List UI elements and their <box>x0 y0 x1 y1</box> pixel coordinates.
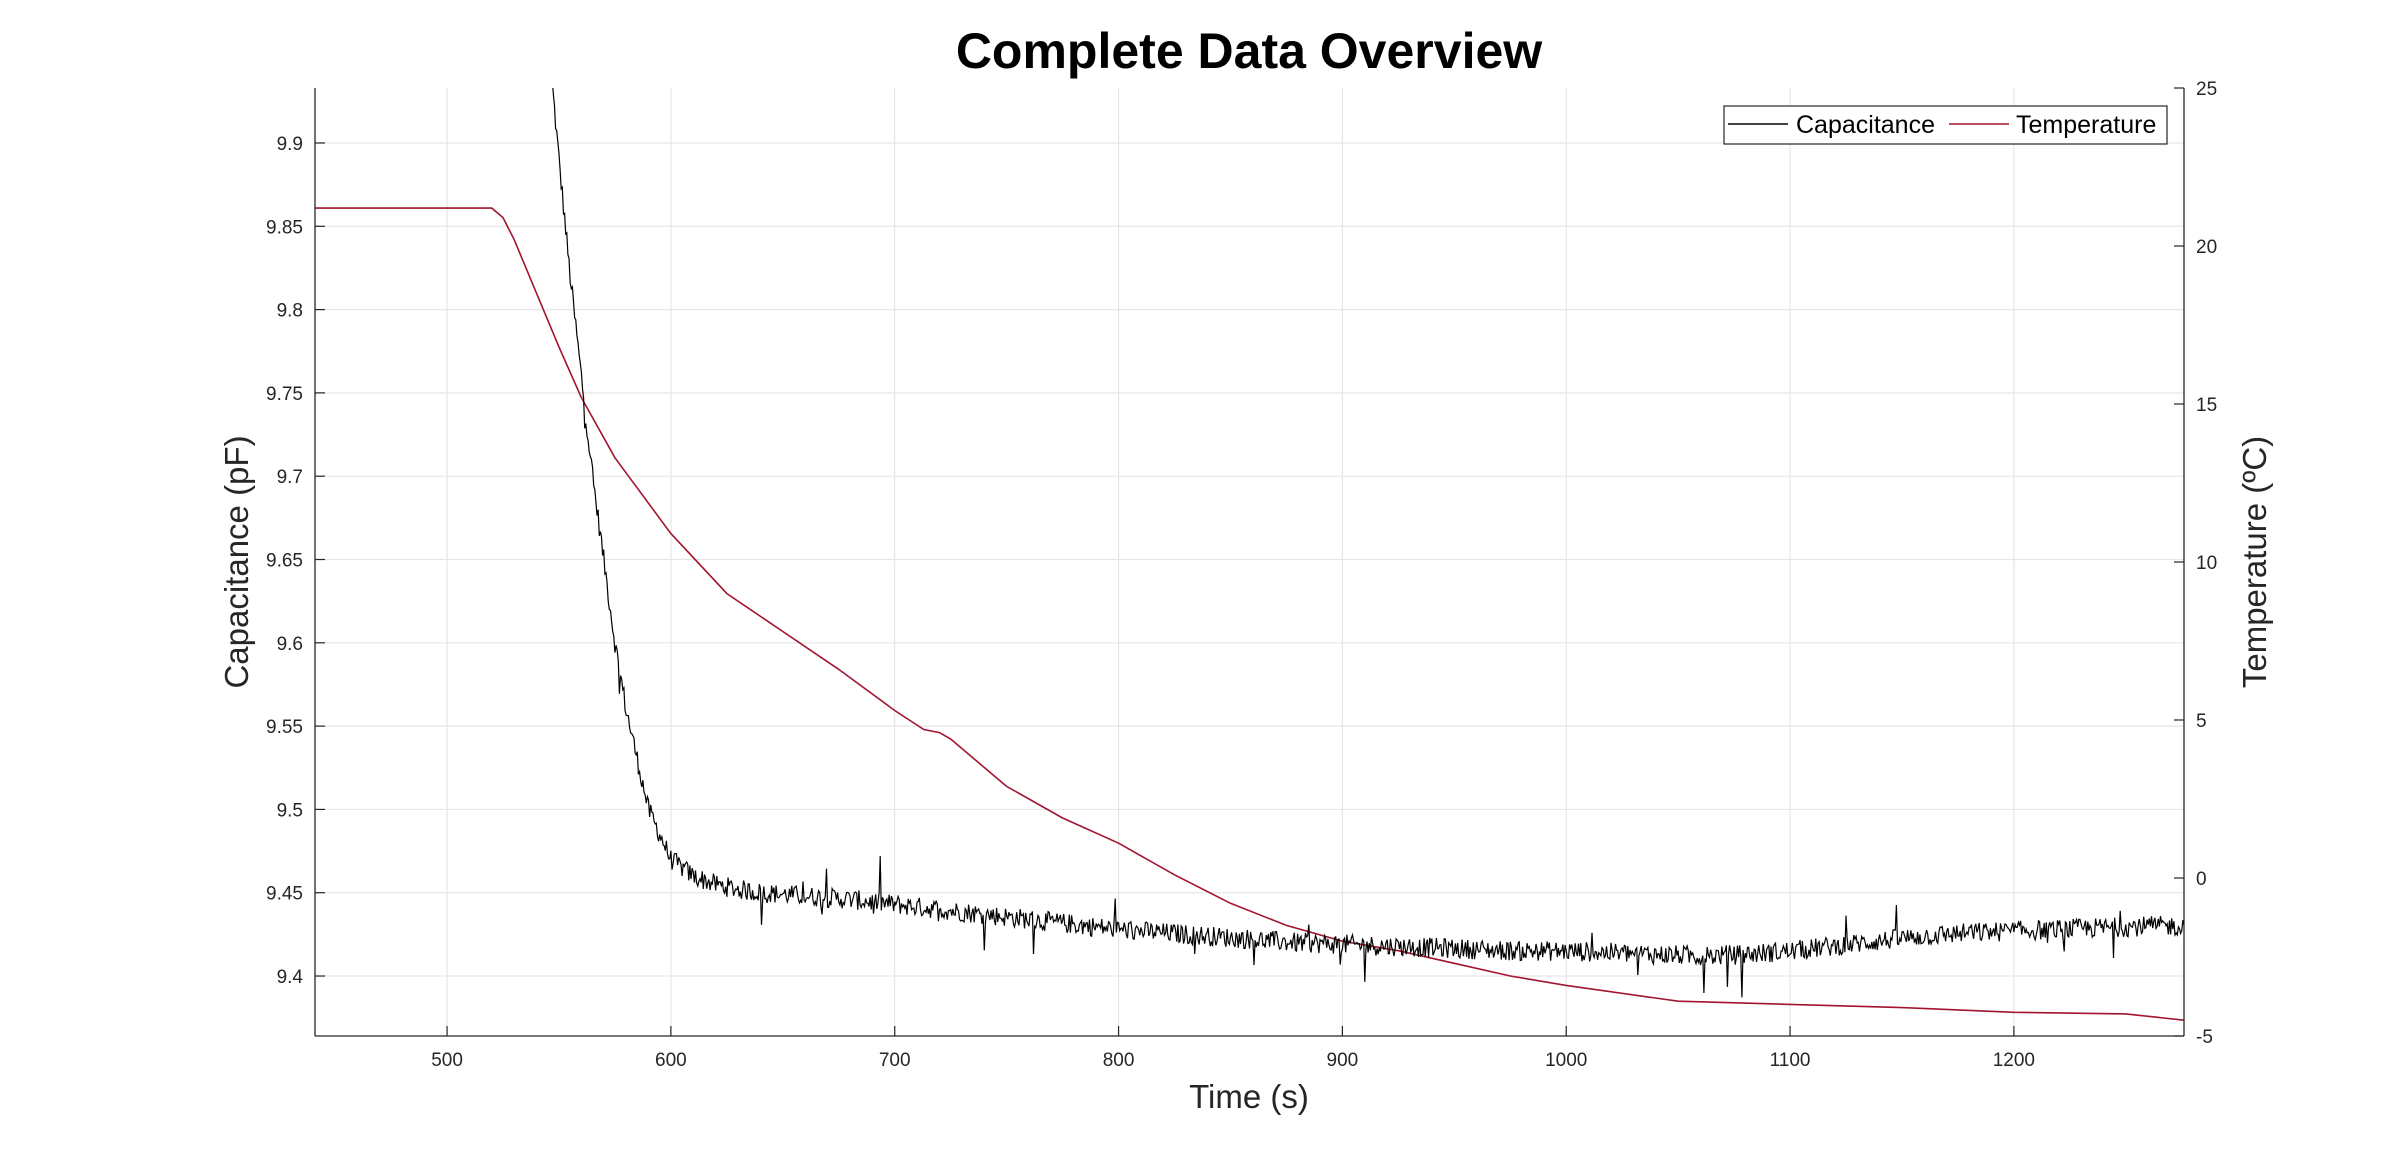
y-right-tick-label: 25 <box>2196 79 2217 100</box>
y-right-tick-label: -5 <box>2196 1027 2213 1048</box>
y-left-tick-label: 9.7 <box>277 467 303 488</box>
x-tick-label: 600 <box>655 1050 687 1071</box>
x-tick-label: 800 <box>1103 1050 1135 1071</box>
y-left-tick-label: 9.55 <box>266 717 303 738</box>
y-left-tick-label: 9.4 <box>277 967 304 988</box>
x-tick-label: 1000 <box>1545 1050 1587 1071</box>
y-axis-right-label: Temperature (ºC) <box>2236 436 2273 688</box>
grid <box>315 88 2184 1036</box>
chart-title: Complete Data Overview <box>956 23 1542 79</box>
y-right-tick-label: 15 <box>2196 395 2217 416</box>
legend: Capacitance Temperature <box>1723 105 2168 145</box>
y-right-tick-label: 10 <box>2196 553 2217 574</box>
x-tick-label: 500 <box>431 1050 463 1071</box>
y-right-tick-label: 0 <box>2196 869 2207 890</box>
y-left-tick-label: 9.8 <box>277 301 303 322</box>
legend-box <box>1723 105 2168 145</box>
y-left-tick-label: 9.5 <box>277 800 303 821</box>
y-left-tick-label: 9.9 <box>277 134 303 155</box>
x-tick-label: 900 <box>1327 1050 1359 1071</box>
series-line-temperature <box>315 207 2184 1021</box>
ticks: 500 600 700 800 900 1000 1100 1200 9.4 9.45 9.5 9.5… <box>266 79 2217 1071</box>
y-left-tick-label: 9.45 <box>266 884 303 905</box>
y-right-tick-label: 5 <box>2196 711 2207 732</box>
plot-background <box>315 88 2184 1036</box>
y-left-tick-label: 9.75 <box>266 384 303 405</box>
series-layer <box>315 88 2184 1021</box>
y-axis-left-label: Capacitance (pF) <box>218 435 255 688</box>
x-axis-label: Time (s) <box>1189 1078 1309 1115</box>
y-left-tick-label: 9.6 <box>277 634 303 655</box>
x-tick-label: 1100 <box>1770 1050 1811 1071</box>
legend-label-temperature: Temperature <box>2016 111 2156 139</box>
x-tick-label: 1200 <box>1993 1050 2035 1071</box>
legend-label-capacitance: Capacitance <box>1796 111 1935 139</box>
y-left-tick-label: 9.85 <box>266 217 303 238</box>
y-right-tick-label: 20 <box>2196 237 2217 258</box>
y-left-tick-label: 9.65 <box>266 551 303 572</box>
series-line-capacitance <box>552 88 2184 998</box>
x-tick-label: 700 <box>879 1050 911 1071</box>
